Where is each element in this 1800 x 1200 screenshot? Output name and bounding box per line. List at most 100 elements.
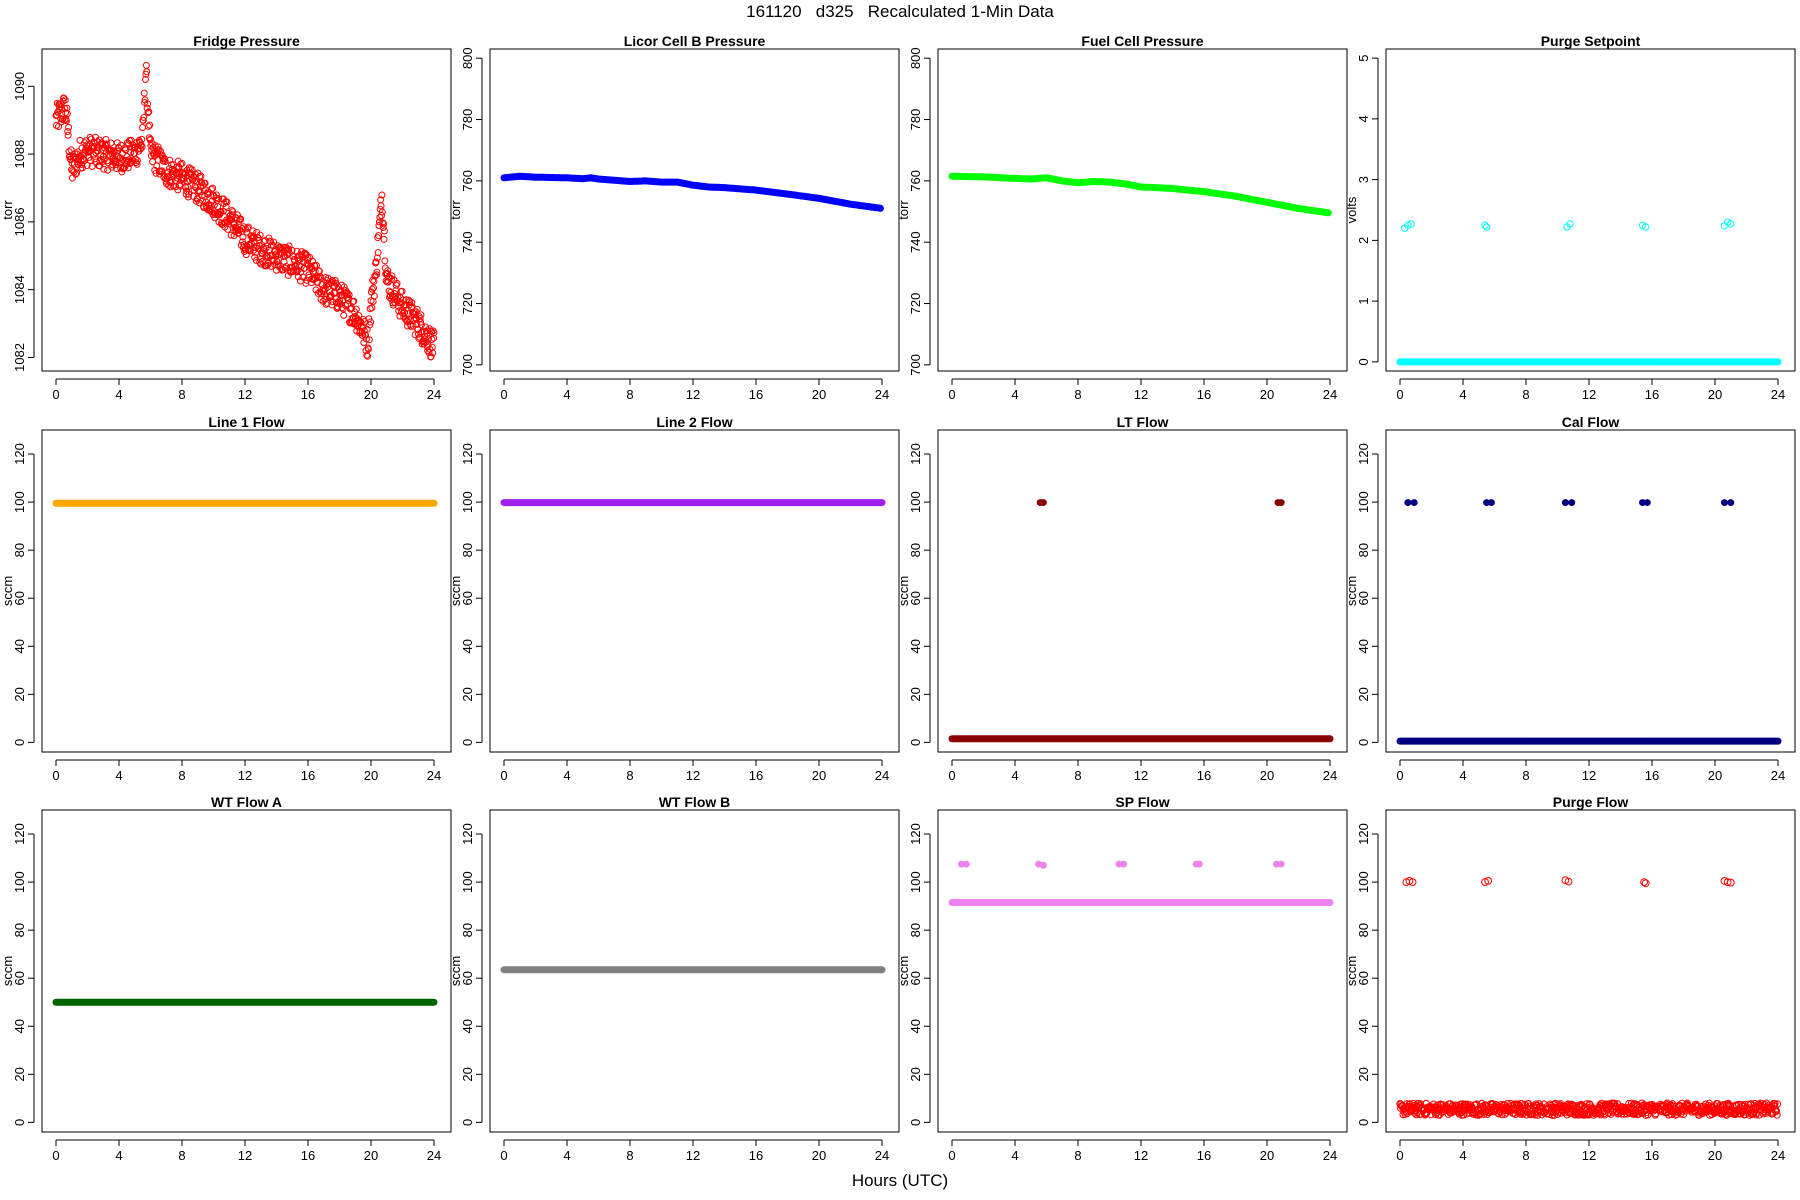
x-tick-label: 8 (1522, 387, 1529, 402)
x-tick-label: 24 (1323, 768, 1337, 783)
data-point (144, 122, 152, 130)
y-axis-label: sccm (896, 576, 911, 606)
x-tick-label: 20 (1260, 387, 1274, 402)
y-tick-label: 800 (460, 47, 475, 69)
y-tick-label: 100 (460, 871, 475, 893)
data-point (1640, 878, 1649, 886)
data-point (64, 127, 72, 135)
data-point (380, 220, 388, 228)
data-point (139, 123, 147, 131)
x-tick-label: 24 (875, 768, 889, 783)
data-point (379, 219, 387, 227)
data-point (427, 353, 435, 361)
plot-frame (937, 48, 1348, 372)
data-point (402, 301, 410, 309)
data-point (416, 315, 424, 323)
data-point (178, 159, 186, 167)
data-point (68, 174, 76, 182)
y-tick-label: 40 (460, 639, 475, 653)
data-point (249, 227, 257, 235)
data-point (377, 202, 385, 210)
x-tick-label: 20 (1708, 768, 1722, 783)
data-point (378, 212, 385, 220)
data-point (404, 310, 412, 318)
y-tick-label: 1082 (12, 343, 27, 372)
y-tick-label: 700 (460, 354, 475, 376)
y-tick-label: 120 (12, 443, 27, 465)
data-point (223, 198, 231, 206)
data-point (1561, 499, 1569, 507)
y-tick-label: 40 (908, 639, 923, 653)
data-point (393, 279, 401, 287)
plot-frame (489, 48, 900, 372)
data-point (262, 244, 270, 252)
x-tick-label: 16 (1645, 1148, 1659, 1163)
data-point (1727, 499, 1735, 507)
y-axis-label: torr (896, 200, 911, 220)
x-tick-label: 12 (1134, 387, 1148, 402)
data-point (379, 224, 387, 232)
data-point (367, 318, 375, 326)
x-tick-label: 4 (1459, 768, 1466, 783)
x-tick-label: 24 (427, 1148, 441, 1163)
y-tick-label: 20 (908, 1067, 923, 1081)
data-point (350, 297, 358, 305)
data-point (380, 235, 388, 243)
plot-frame (41, 429, 452, 753)
x-tick-label: 20 (812, 387, 826, 402)
data-point (375, 232, 383, 240)
y-tick-label: 20 (1356, 1067, 1371, 1081)
data-point (1039, 861, 1047, 869)
chart-panel: Fuel Cell Pressure 0 4 8 12 16 20 24 700 720 740 76… (896, 33, 1348, 402)
y-tick-label: 0 (908, 1119, 923, 1126)
data-point (1568, 499, 1576, 507)
data-point (177, 160, 185, 168)
data-point (388, 272, 396, 280)
data-point (371, 272, 379, 280)
x-tick-label: 16 (749, 387, 763, 402)
data-point (166, 156, 174, 164)
data-series (948, 499, 1334, 743)
data-point (132, 155, 140, 163)
data-point (1039, 499, 1047, 507)
data-point (86, 133, 94, 141)
y-tick-label: 720 (908, 293, 923, 315)
x-tick-label: 16 (301, 387, 315, 402)
chart-panel: SP Flow 0 4 8 12 16 20 24 0 20 40 60 80 100 120 sccm (896, 794, 1348, 1163)
x-tick-label: 12 (1582, 387, 1596, 402)
data-point (428, 336, 436, 344)
x-tick-label: 4 (1011, 768, 1018, 783)
data-point (317, 274, 325, 282)
y-axis-label: sccm (448, 956, 463, 986)
x-tick-label: 8 (178, 1148, 185, 1163)
data-point (270, 238, 278, 246)
chart-panel: Licor Cell B Pressure 0 4 8 12 16 20 24 700 720 74… (448, 33, 900, 402)
data-point (368, 285, 376, 293)
x-tick-label: 0 (1396, 387, 1403, 402)
data-point (1723, 878, 1732, 886)
data-point (359, 331, 367, 339)
data-point (401, 301, 409, 309)
data-point (1481, 221, 1489, 229)
x-tick-label: 20 (1260, 1148, 1274, 1163)
data-point (344, 290, 352, 298)
data-point (72, 170, 80, 178)
data-point (189, 176, 197, 184)
chart-panel: WT Flow B 0 4 8 12 16 20 24 0 20 40 60 80 100 120 sccm (448, 794, 900, 1163)
chart-title: Purge Setpoint (1541, 33, 1641, 49)
x-tick-label: 0 (52, 1148, 59, 1163)
data-point (65, 123, 73, 131)
data-point (1404, 221, 1412, 229)
x-tick-label: 16 (1197, 768, 1211, 783)
y-tick-label: 760 (460, 170, 475, 192)
data-point (195, 187, 203, 195)
y-tick-label: 100 (460, 491, 475, 513)
data-point (143, 68, 151, 76)
y-tick-label: 120 (908, 443, 923, 465)
y-tick-label: 2 (1356, 237, 1371, 244)
data-point (267, 262, 275, 270)
data-point (1404, 499, 1412, 507)
x-tick-label: 8 (1074, 387, 1081, 402)
data-point (339, 305, 347, 313)
x-tick-label: 0 (500, 768, 507, 783)
